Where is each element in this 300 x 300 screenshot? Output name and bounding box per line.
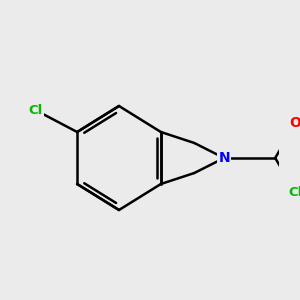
Text: Cl: Cl [289, 187, 300, 200]
Text: Cl: Cl [28, 103, 42, 116]
Text: O: O [290, 116, 300, 130]
Text: N: N [218, 151, 230, 165]
